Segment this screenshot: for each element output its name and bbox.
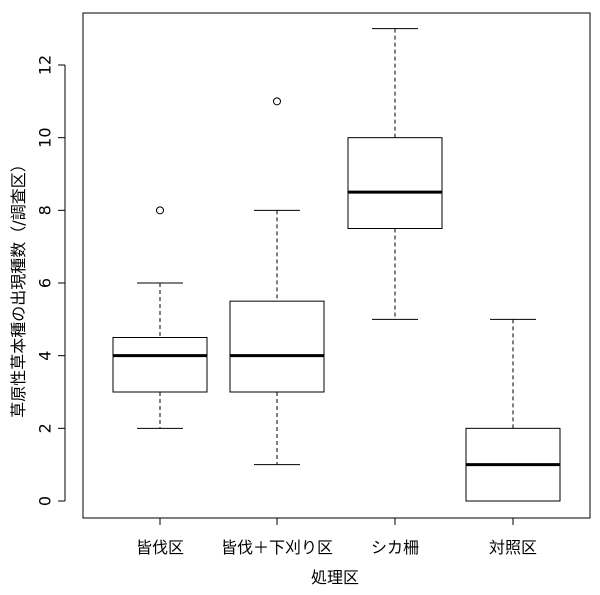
x-tick-label-1: 皆伐区 (136, 538, 184, 557)
y-tick-label-2: 4 (36, 351, 55, 361)
plot-layer (82, 12, 591, 519)
x-axis: 皆伐区 皆伐＋下刈り区 シカ柵 対照区 (136, 518, 537, 557)
x-axis-title: 処理区 (311, 568, 359, 587)
iqr-box-2 (229, 300, 325, 393)
outlier-point-1-1 (156, 206, 164, 215)
plot-frame (82, 12, 591, 519)
y-tick-label-6: 12 (36, 55, 55, 75)
outlier-point-2-1 (273, 97, 281, 106)
y-tick-label-1: 2 (36, 423, 55, 433)
box-group-4 (465, 318, 561, 502)
y-axis-title: 草原性草本種の出現種数（/調査区） (9, 156, 28, 417)
y-tick-label-4: 8 (36, 205, 55, 215)
y-tick-label-0: 0 (36, 496, 55, 506)
y-tick-label-3: 6 (36, 278, 55, 288)
box-group-2 (229, 97, 325, 466)
x-tick-label-3: シカ柵 (371, 538, 419, 557)
y-tick-label-5: 10 (36, 127, 55, 147)
iqr-box-3 (347, 137, 443, 230)
y-axis: 0 2 4 6 8 10 12 (36, 55, 66, 506)
x-tick-label-4: 対照区 (489, 538, 537, 557)
x-tick-label-2: 皆伐＋下刈り区 (221, 538, 333, 557)
box-group-3 (347, 28, 443, 320)
box-group-1 (112, 206, 208, 429)
iqr-box-1 (112, 337, 208, 393)
